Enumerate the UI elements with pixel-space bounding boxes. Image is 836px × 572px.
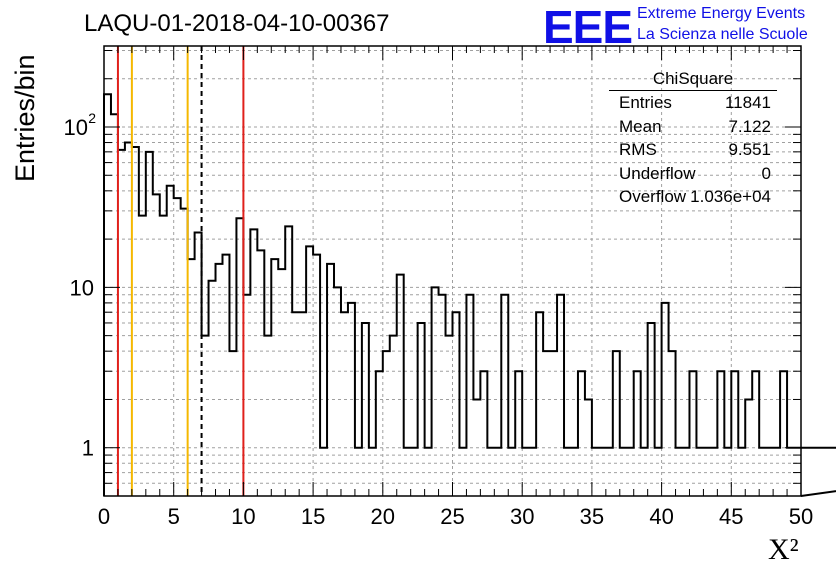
- histogram-outline: [103, 93, 836, 497]
- logo-line-2: La Scienza nelle Scuole: [637, 26, 808, 43]
- stats-row-entries: Entries 11841: [609, 91, 777, 115]
- x-tick-label: 10: [231, 504, 255, 529]
- y-tick-exponent: 2: [88, 110, 96, 126]
- stats-row-underflow: Underflow 0: [609, 162, 777, 186]
- stats-value: 11841: [724, 93, 771, 112]
- y-tick-label: 10: [64, 115, 88, 140]
- stats-label: Overflow: [619, 187, 687, 206]
- x-tick-label: 50: [789, 504, 813, 529]
- x-axis-label: X²: [768, 533, 799, 566]
- stats-label: Mean: [619, 116, 662, 136]
- stats-row-overflow: Overflow 1.036e+04: [609, 185, 777, 209]
- histogram-bars: [103, 93, 836, 497]
- stats-label: Entries: [619, 93, 672, 112]
- stats-box: ChiSquare Entries 11841 Mean 7.122 RMS 9…: [609, 68, 777, 209]
- grid: [104, 46, 801, 496]
- y-tick-label: 1: [82, 436, 94, 461]
- stats-label: RMS: [619, 140, 657, 159]
- chart-title: LAQU-01-2018-04-10-00367: [84, 10, 390, 37]
- x-tick-label: 5: [168, 504, 180, 529]
- x-tick-label: 30: [510, 504, 534, 529]
- stats-title: ChiSquare: [609, 68, 777, 91]
- stats-value: 1.036e+04: [690, 187, 771, 206]
- stats-row-mean: Mean 7.122: [609, 115, 777, 139]
- y-tick-label: 10: [70, 275, 94, 300]
- x-tick-label: 35: [580, 504, 604, 529]
- y-axis-label: Entries/bin: [10, 54, 40, 182]
- x-tick-label: 20: [371, 504, 395, 529]
- stats-value: 9.551: [728, 140, 771, 159]
- cut-lines: [116, 46, 245, 496]
- x-tick-label: 45: [719, 504, 743, 529]
- stats-value: 0: [761, 163, 771, 183]
- eee-logo: EEE: [543, 1, 633, 53]
- stats-label: Underflow: [619, 163, 696, 183]
- x-tick-label: 15: [301, 504, 325, 529]
- stats-value: 7.122: [728, 116, 771, 136]
- logo-line-1: Extreme Energy Events: [637, 5, 806, 22]
- x-tick-label: 40: [649, 504, 673, 529]
- x-tick-label: 0: [98, 504, 110, 529]
- x-tick-label: 25: [440, 504, 464, 529]
- stats-row-rms: RMS 9.551: [609, 138, 777, 162]
